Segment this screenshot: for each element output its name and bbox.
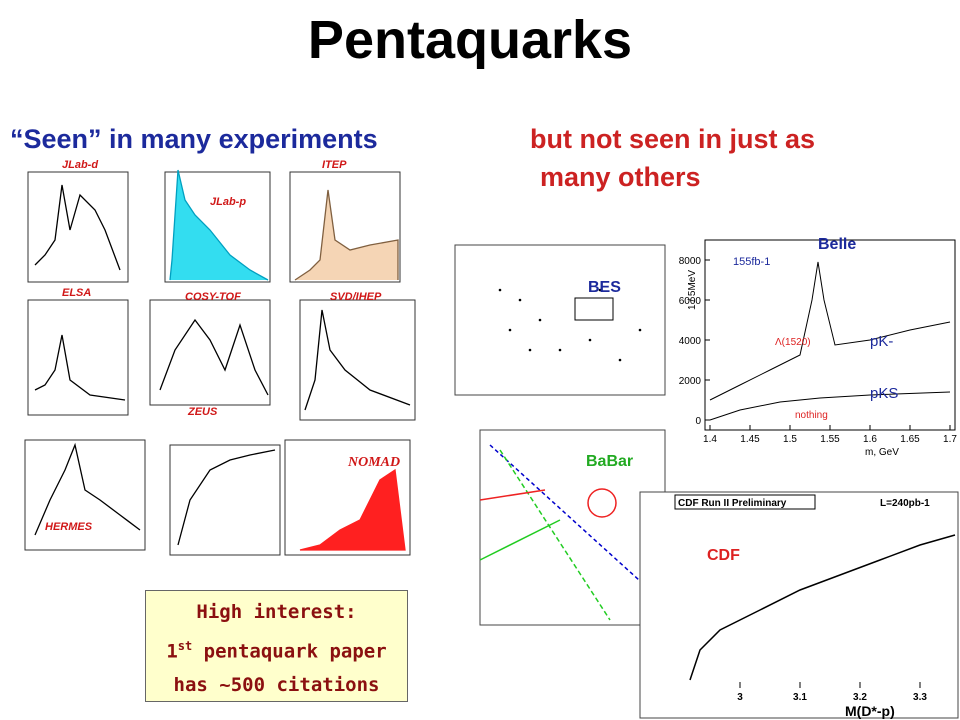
bes-plot	[454, 244, 666, 396]
left-heading: “Seen” in many experiments	[10, 124, 378, 154]
tick-label: 8000	[679, 256, 702, 267]
spectrum	[689, 534, 956, 681]
plot-frames	[24, 171, 416, 556]
experiment-label: JLab-p	[210, 196, 246, 208]
plot-frame	[704, 239, 956, 431]
tick-label: 1.6	[863, 434, 877, 445]
callout-text: pentaquark paper	[192, 640, 387, 663]
callout-line: has ~500 citations	[173, 674, 380, 697]
experiment-label: Belle	[818, 236, 856, 253]
experiment-label: JLab-d	[62, 159, 98, 171]
curve-label: pKS	[870, 385, 898, 402]
right-heading: many others	[540, 162, 701, 192]
tick-label: 1.4	[703, 434, 717, 445]
experiment-label: ZEUS	[187, 406, 218, 418]
babar-plot	[479, 429, 666, 626]
tick-label: 2000	[679, 376, 702, 387]
right-heading: but not seen in just as	[530, 124, 815, 154]
plot-header: L=240pb-1	[880, 498, 930, 509]
tick-label: 1.65	[900, 434, 920, 445]
axis-label: 1 / 5MeV	[687, 270, 698, 310]
tick-label: 1.55	[820, 434, 840, 445]
tick-label: 3.3	[913, 692, 927, 703]
tick-label: 4000	[679, 336, 702, 347]
tick-label: 3	[737, 692, 743, 703]
tick-label: 3.1	[793, 692, 807, 703]
peak-label: Λ(1520)	[775, 337, 811, 348]
header-box	[674, 494, 816, 510]
experiment-label: ELSA	[62, 287, 91, 299]
callout-line: 1st pentaquark paper	[146, 629, 407, 668]
spectrum	[709, 261, 951, 401]
experiment-label: ITEP	[322, 159, 347, 171]
experiment-labels: JLab-d JLab-p ITEP ELSA COSY-TOF SVD/IHE…	[45, 159, 400, 533]
tick-label: 3.2	[853, 692, 867, 703]
callout-text: 1	[166, 640, 178, 663]
axis-label: M(D*-p)	[845, 703, 895, 719]
axis-label: m, GeV	[865, 447, 899, 458]
tick-label: 0	[695, 416, 701, 427]
tick-label: 6000	[679, 296, 702, 307]
tick-label: 1.45	[740, 434, 760, 445]
callout-sup: st	[177, 639, 193, 653]
experiment-label: SVD/IHEP	[330, 291, 382, 303]
plot-curves	[34, 169, 411, 551]
callout-box: High interest: 1st pentaquark paper has …	[145, 590, 408, 702]
belle-plot: 0 2000 4000 6000 8000 1.4 1.45 1.5 1.55 1.6 1.65 1.…	[679, 239, 957, 458]
note-label: nothing	[795, 410, 828, 421]
experiment-label: BaBar	[586, 453, 633, 470]
experiment-label: HERMES	[45, 521, 93, 533]
tick-label: 1.7	[943, 434, 957, 445]
curve-label: pK-	[870, 333, 893, 350]
experiment-label: BES	[588, 279, 621, 296]
experiment-label: NOMAD	[347, 455, 400, 470]
tick-label: 1.5	[783, 434, 797, 445]
experiment-label: COSY-TOF	[185, 291, 241, 303]
cdf-plot: CDF Run II Preliminary L=240pb-1 3 3.1 3.2 3.…	[639, 491, 959, 719]
plot-label: 155fb-1	[733, 256, 770, 268]
title: Pentaquarks	[308, 10, 632, 70]
plot-frame	[639, 491, 959, 719]
experiment-label: CDF	[707, 547, 740, 564]
bes-box	[574, 297, 614, 321]
spectrum	[709, 391, 951, 421]
plot-header: CDF Run II Preliminary	[678, 498, 787, 509]
babar-curves	[479, 444, 651, 621]
callout-line: High interest:	[196, 601, 357, 623]
bes-points	[498, 288, 642, 362]
